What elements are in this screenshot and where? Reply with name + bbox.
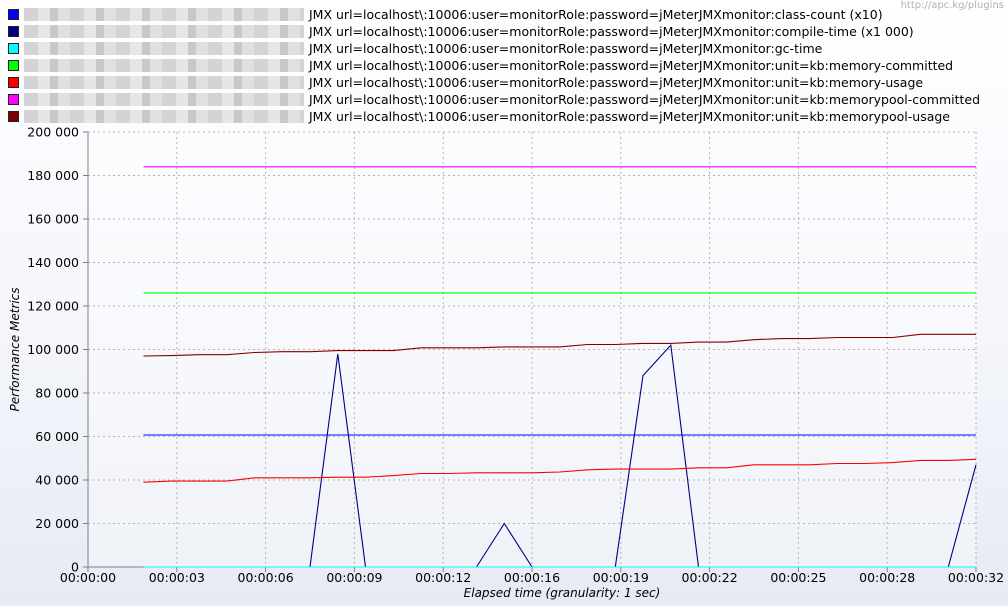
legend-item: JMX url=localhost\:10006:user=monitorRol… xyxy=(8,108,980,125)
redacted-block xyxy=(24,8,304,21)
legend-item: JMX url=localhost\:10006:user=monitorRol… xyxy=(8,91,980,108)
y-tick-label: 180 000 xyxy=(27,168,79,183)
redacted-block xyxy=(24,59,304,72)
x-tick-label: 00:00:03 xyxy=(149,570,205,585)
redacted-block xyxy=(24,76,304,89)
x-tick-label: 00:00:28 xyxy=(859,570,915,585)
y-tick-label: 80 000 xyxy=(35,386,79,401)
series-line-4 xyxy=(143,458,977,483)
legend-label: JMX url=localhost\:10006:user=monitorRol… xyxy=(309,92,981,107)
y-tick-label: 20 000 xyxy=(35,516,79,531)
legend-swatch xyxy=(8,26,19,37)
x-tick-label: 00:00:00 xyxy=(60,570,116,585)
y-tick-label: 140 000 xyxy=(27,255,79,270)
redacted-block xyxy=(24,25,304,38)
watermark: http://apc.kg/plugins xyxy=(900,0,1004,11)
x-tick-label: 00:00:12 xyxy=(415,570,471,585)
legend-item: JMX url=localhost\:10006:user=monitorRol… xyxy=(8,23,980,40)
x-tick-label: 00:00:09 xyxy=(326,570,382,585)
x-tick-label: 00:00:22 xyxy=(682,570,738,585)
legend-label: JMX url=localhost\:10006:user=monitorRol… xyxy=(309,75,924,90)
legend-swatch xyxy=(8,94,19,105)
legend-swatch xyxy=(8,111,19,122)
x-tick-label: 00:00:25 xyxy=(770,570,826,585)
legend: JMX url=localhost\:10006:user=monitorRol… xyxy=(8,6,980,125)
legend-label: JMX url=localhost\:10006:user=monitorRol… xyxy=(309,24,914,39)
y-tick-label: 60 000 xyxy=(35,429,79,444)
legend-label: JMX url=localhost\:10006:user=monitorRol… xyxy=(309,41,823,56)
y-tick-label: 120 000 xyxy=(27,299,79,314)
legend-swatch xyxy=(8,60,19,71)
series-line-6 xyxy=(143,333,976,357)
legend-item: JMX url=localhost\:10006:user=monitorRol… xyxy=(8,57,980,74)
legend-swatch xyxy=(8,77,19,88)
x-tick-label: 00:00:32 xyxy=(948,570,1004,585)
y-tick-label: 0 xyxy=(71,560,79,575)
x-axis-title: Elapsed time (granularity: 1 sec) xyxy=(464,586,661,600)
legend-swatch xyxy=(8,43,19,54)
redacted-block xyxy=(24,93,304,106)
legend-item: JMX url=localhost\:10006:user=monitorRol… xyxy=(8,40,980,57)
legend-label: JMX url=localhost\:10006:user=monitorRol… xyxy=(309,109,950,124)
x-tick-label: 00:00:06 xyxy=(238,570,294,585)
legend-label: JMX url=localhost\:10006:user=monitorRol… xyxy=(309,7,883,22)
x-tick-label: 00:00:16 xyxy=(504,570,560,585)
y-tick-label: 160 000 xyxy=(27,212,79,227)
legend-swatch xyxy=(8,9,19,20)
redacted-block xyxy=(24,110,304,123)
y-axis-title: Performance Metrics xyxy=(8,287,22,411)
y-tick-label: 100 000 xyxy=(27,342,79,357)
legend-label: JMX url=localhost\:10006:user=monitorRol… xyxy=(309,58,954,73)
legend-item: JMX url=localhost\:10006:user=monitorRol… xyxy=(8,6,980,23)
y-tick-label: 200 000 xyxy=(27,125,79,140)
x-tick-label: 00:00:19 xyxy=(593,570,649,585)
redacted-block xyxy=(24,42,304,55)
legend-item: JMX url=localhost\:10006:user=monitorRol… xyxy=(8,74,980,91)
y-tick-label: 40 000 xyxy=(35,473,79,488)
